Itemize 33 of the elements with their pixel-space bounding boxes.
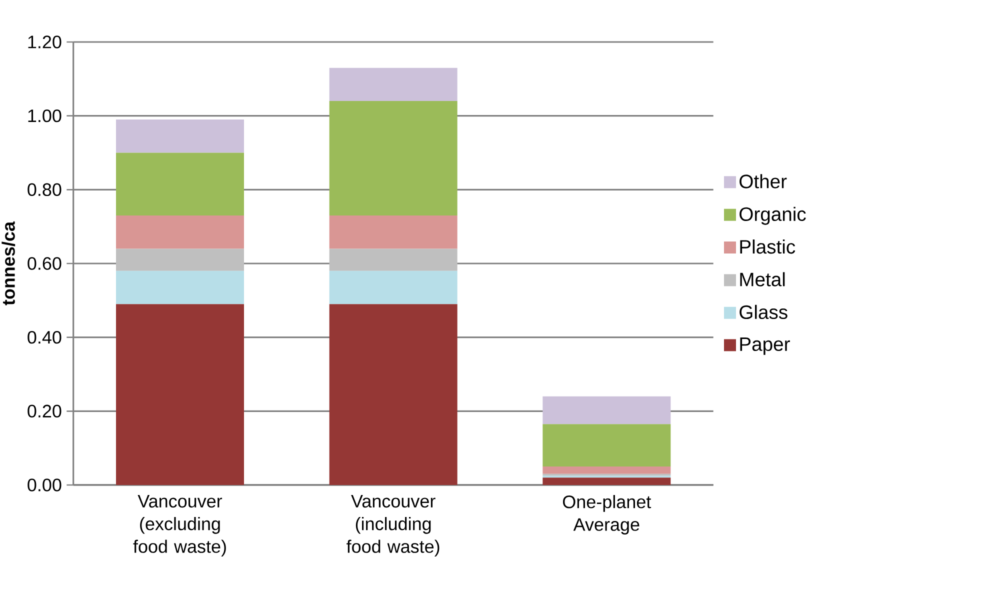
- bar: [116, 270, 244, 304]
- bar: [329, 248, 458, 271]
- bar: [329, 68, 458, 102]
- bar: [542, 478, 671, 485]
- legend-label: Paper: [740, 338, 790, 355]
- y-tick-label: 1.20: [28, 36, 62, 48]
- legend-label: Glass: [740, 304, 788, 320]
- y-tick-label: 0.60: [28, 257, 62, 270]
- x-tick-label: Vancouver (including food waste): [346, 495, 440, 556]
- y-axis-title: tonnes/ca: [2, 221, 16, 306]
- bar: [542, 396, 671, 424]
- y-tick-label: 1.00: [28, 109, 62, 122]
- bar: [329, 270, 458, 304]
- bar: [329, 304, 458, 485]
- bar: [116, 248, 244, 271]
- y-tick-label: 0.00: [28, 478, 62, 492]
- bar: [542, 466, 671, 474]
- x-tick-label: One-planet Average: [562, 495, 652, 534]
- legend-label: Plastic: [740, 240, 796, 254]
- bar: [116, 152, 244, 216]
- bar: [116, 120, 244, 153]
- legend-label: Organic: [740, 206, 806, 225]
- legend-label: Other: [740, 174, 787, 188]
- y-tick-label: 0.40: [28, 330, 62, 344]
- x-tick-label: Vancouver (excluding food waste): [133, 495, 226, 556]
- bar: [116, 304, 244, 485]
- legend-label: Metal: [740, 272, 785, 286]
- bar: [329, 101, 458, 216]
- bar: [542, 424, 671, 467]
- y-tick-label: 0.20: [28, 404, 62, 418]
- bar: [116, 216, 244, 249]
- bar: [329, 216, 458, 249]
- y-tick-label: 0.80: [28, 183, 62, 196]
